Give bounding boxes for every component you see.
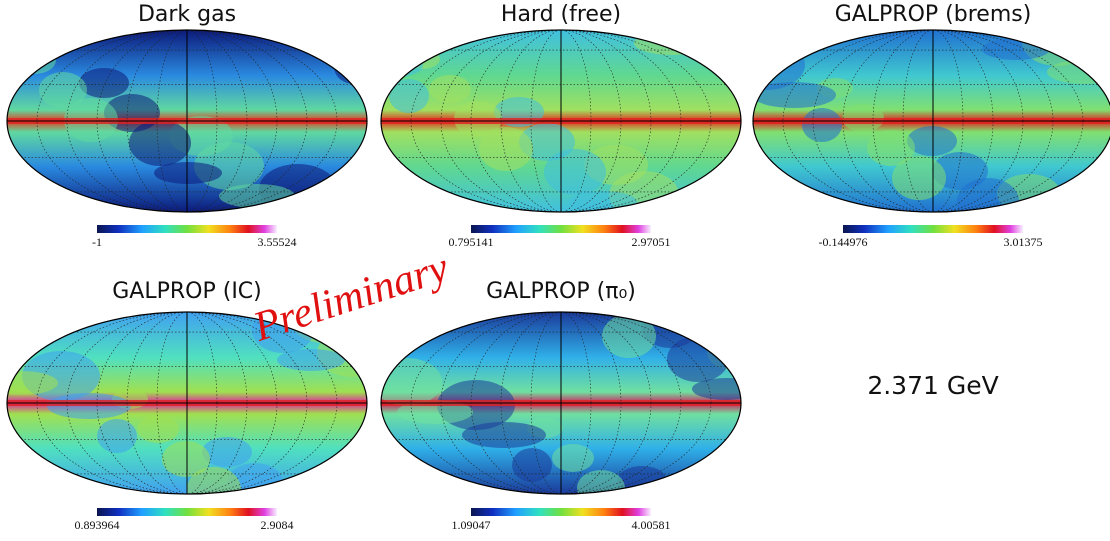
sky-map-panel: GALPROP (brems) -0.144976 3.01375 (752, 2, 1110, 249)
panel-title: GALPROP (π₀) (486, 279, 636, 304)
panel-title: Dark gas (138, 2, 236, 27)
map-blob (957, 178, 1019, 212)
map-blob (284, 30, 367, 50)
map-outline (6, 311, 368, 495)
map-blob (162, 441, 210, 477)
map-blob (892, 156, 946, 200)
panel-title: GALPROP (IC) (112, 279, 262, 304)
energy-label: 2.371 GeV (867, 371, 998, 400)
map-blob (462, 422, 546, 448)
sky-map-panel: GALPROP (π₀) 1.09047 4.00581 (380, 279, 742, 532)
watermark: Preliminary (247, 245, 454, 351)
map-outline (380, 311, 742, 495)
colorbar (97, 508, 277, 516)
sky-map-panel: Hard (free) 0.795141 2.97051 (380, 2, 742, 249)
map-blob (7, 371, 58, 395)
map-blob (512, 448, 552, 482)
colorbar (843, 225, 1023, 233)
colorbar-min: 0.795141 (449, 235, 494, 249)
map-blob (7, 30, 25, 40)
map-blob (753, 82, 836, 108)
map-outline (6, 29, 368, 213)
colorbar-min: -1 (92, 235, 102, 249)
map-blob (634, 31, 710, 55)
map-blob (389, 79, 429, 113)
map-blob (667, 336, 729, 382)
sky-map-panel: Dark gas -1 3.55524 (6, 2, 368, 249)
colorbar (471, 225, 651, 233)
map-blob (552, 444, 594, 472)
map-outline (380, 29, 742, 213)
map-blob (982, 38, 1050, 60)
map-blob (154, 162, 222, 184)
colorbar-max: 3.55524 (258, 235, 297, 249)
colorbar-max: 2.97051 (632, 235, 671, 249)
colorbar-min: 0.893964 (75, 518, 120, 532)
colorbar-max: 4.00581 (632, 518, 671, 532)
map-blob (867, 130, 915, 166)
map-blob (14, 46, 56, 74)
map-blob (674, 30, 741, 61)
map-blob (97, 419, 137, 453)
colorbar (471, 508, 651, 516)
map-blob (187, 467, 241, 494)
map-blob (692, 378, 741, 400)
map-blob (79, 68, 129, 98)
map-blob (381, 358, 442, 406)
colorbar-max: 2.9084 (261, 518, 294, 532)
map-blob (802, 108, 842, 142)
map-blob (39, 72, 87, 108)
map-blob (277, 349, 345, 371)
map-blob (544, 149, 606, 195)
colorbar-min: 1.09047 (452, 518, 491, 532)
colorbar-min: -0.144976 (819, 235, 868, 249)
colorbar (97, 225, 277, 233)
map-blob (429, 75, 471, 103)
colorbar-max: 3.01375 (1004, 235, 1043, 249)
panel-title: Hard (free) (501, 2, 621, 27)
map-blob (479, 127, 533, 171)
map-blob (602, 314, 656, 358)
map-blob (907, 126, 957, 156)
map-blob (1022, 30, 1092, 66)
panel-title: GALPROP (brems) (835, 2, 1032, 27)
map-blob (334, 50, 367, 84)
map-outline (752, 29, 1110, 213)
map-blob (202, 437, 252, 467)
map-blob (577, 470, 625, 494)
map-blob (129, 120, 191, 166)
map-blob (381, 53, 423, 79)
